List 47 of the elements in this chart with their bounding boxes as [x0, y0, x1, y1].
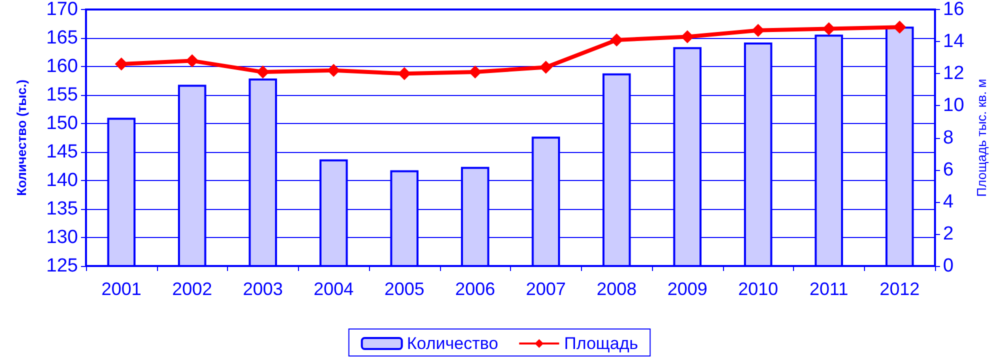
- x-tick-label: 2007: [526, 279, 566, 299]
- y-tick-label: 125: [46, 256, 78, 276]
- point: [822, 22, 836, 36]
- y-tick-label: 130: [46, 227, 78, 248]
- y2-tick-label: 12: [943, 63, 964, 84]
- x-tick-label: 2002: [172, 279, 212, 299]
- y2-tick-label: 10: [943, 95, 964, 116]
- legend-label: Количество: [406, 334, 498, 353]
- y2-tick-label: 14: [943, 31, 965, 52]
- y2-tick-label: 8: [943, 127, 954, 148]
- y2-tick-label: 2: [943, 223, 954, 244]
- y-tick-label: 155: [46, 84, 78, 106]
- point: [468, 66, 482, 79]
- point: [539, 60, 552, 74]
- y-tick-label: 135: [46, 198, 78, 220]
- y-tick-label: 165: [46, 28, 78, 48]
- point: [398, 67, 411, 80]
- x-tick-label: 2009: [667, 279, 708, 299]
- y2-tick-label: 0: [943, 256, 954, 276]
- x-tick-label: 2010: [738, 279, 778, 299]
- x-tick-label: 2005: [384, 279, 424, 299]
- x-tick-label: 2001: [101, 279, 142, 299]
- x-tick-label: 2006: [455, 279, 496, 299]
- point: [893, 20, 906, 34]
- y2-tick-label: 16: [943, 0, 964, 20]
- x-tick-label: 2012: [880, 279, 920, 299]
- y-tick-label: 145: [46, 142, 78, 162]
- point: [327, 64, 340, 77]
- y2-tick-label: 4: [943, 191, 954, 212]
- x-tick-label: 2008: [596, 279, 637, 299]
- point: [610, 33, 624, 46]
- y-tick-label: 140: [46, 170, 78, 191]
- point: [752, 24, 765, 37]
- y2-axis-title: Площадь тыс. кв. м: [974, 78, 990, 197]
- legend-label: Площадь: [564, 334, 638, 353]
- x-tick-label: 2004: [314, 279, 354, 299]
- y-tick-label: 170: [46, 0, 78, 20]
- point: [680, 30, 694, 44]
- y-tick-label: 160: [46, 56, 78, 77]
- x-tick-label: 2003: [242, 279, 283, 299]
- point: [114, 58, 128, 71]
- y-axis-title: Количество (тыс.): [14, 80, 29, 196]
- y-tick-label: 150: [46, 113, 78, 134]
- point: [256, 66, 270, 79]
- x-tick-label: 2011: [810, 279, 848, 299]
- point: [186, 54, 199, 68]
- y2-tick-label: 6: [943, 159, 954, 180]
